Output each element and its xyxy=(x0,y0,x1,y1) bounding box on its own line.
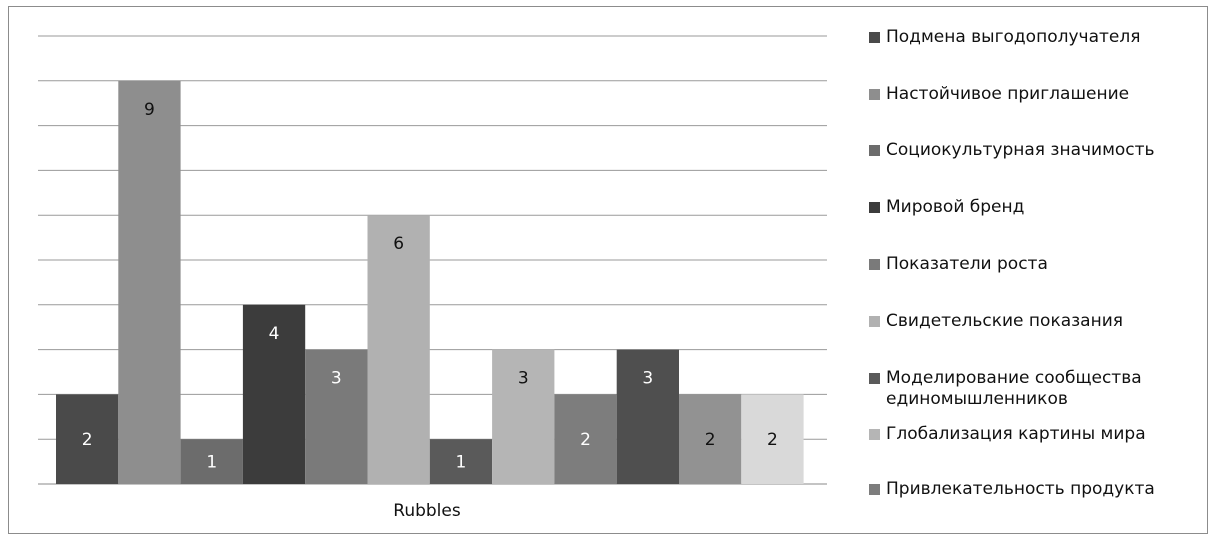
data-label: 1 xyxy=(456,453,467,473)
legend-swatch xyxy=(869,484,880,495)
bar xyxy=(492,349,555,484)
legend-item: Настойчивое приглашение xyxy=(869,84,1216,105)
legend-item: Моделирование сообщества единомышленнико… xyxy=(869,368,1216,410)
legend-label: Привлекательность продукта xyxy=(886,479,1155,499)
data-label: 1 xyxy=(206,453,217,473)
legend-label: Свидетельские показания xyxy=(886,311,1123,331)
data-label: 4 xyxy=(269,324,280,344)
data-labels: 2 9 1 4 3 6 1 3 2 3 2 2 xyxy=(82,100,778,473)
x-axis-category-label: Rubbles xyxy=(393,501,461,521)
bar xyxy=(367,215,430,484)
bar xyxy=(679,394,742,484)
bars xyxy=(56,80,804,485)
bar xyxy=(305,349,368,484)
data-label: 2 xyxy=(82,430,93,450)
bar xyxy=(242,304,306,484)
legend-item: Привлекательность продукта xyxy=(869,479,1216,500)
bar xyxy=(616,349,679,484)
legend-item: Подмена выгодополучателя xyxy=(869,27,1216,48)
bar xyxy=(56,394,119,484)
chart-frame: 2 9 1 4 3 6 1 3 2 3 2 2 Rubbles Подмена выгодополуч… xyxy=(8,6,1208,534)
legend-swatch xyxy=(869,373,880,384)
legend-item: Показатели роста xyxy=(869,254,1216,275)
data-label: 3 xyxy=(642,369,653,389)
legend-swatch xyxy=(869,32,880,43)
data-label: 2 xyxy=(705,430,716,450)
bar-chart: 2 9 1 4 3 6 1 3 2 3 2 2 Rubbles xyxy=(38,35,827,521)
legend-item: Социокультурная значимость xyxy=(869,140,1216,161)
legend-label: Подмена выгодополучателя xyxy=(886,27,1141,47)
legend-swatch xyxy=(869,316,880,327)
legend-item: Свидетельские показания xyxy=(869,311,1216,332)
legend-label: Показатели роста xyxy=(886,254,1048,274)
bar xyxy=(118,80,181,485)
legend-item: Глобализация картины мира xyxy=(869,424,1216,445)
data-label: 3 xyxy=(518,369,529,389)
legend-swatch xyxy=(869,202,880,213)
legend-label: Мировой бренд xyxy=(886,197,1025,217)
data-label: 9 xyxy=(144,100,155,120)
data-label: 2 xyxy=(767,430,778,450)
data-label: 6 xyxy=(393,234,404,254)
bar xyxy=(741,394,804,484)
data-label: 2 xyxy=(580,430,591,450)
bar xyxy=(180,439,243,484)
legend-swatch xyxy=(869,145,880,156)
data-label: 3 xyxy=(331,369,342,389)
legend-swatch xyxy=(869,89,880,100)
legend-swatch xyxy=(869,429,880,440)
legend-label: Настойчивое приглашение xyxy=(886,84,1130,104)
legend-item: Мировой бренд xyxy=(869,197,1216,218)
legend-label: Глобализация картины мира xyxy=(886,424,1146,444)
legend-label: Моделирование сообщества единомышленнико… xyxy=(886,368,1142,409)
legend-swatch xyxy=(869,259,880,270)
bar xyxy=(554,394,617,484)
legend-label: Социокультурная значимость xyxy=(886,140,1155,160)
bar xyxy=(429,439,493,484)
